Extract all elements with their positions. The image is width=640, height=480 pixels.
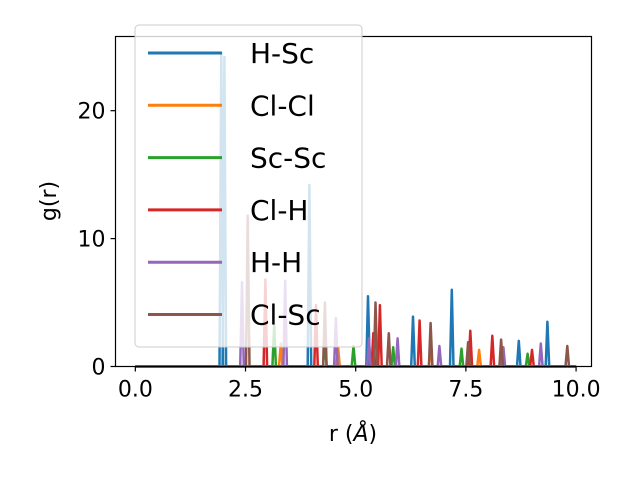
legend-label: Cl-H [250, 194, 309, 227]
legend-label: Cl-Cl [250, 89, 315, 122]
y-tick-label: 20 [78, 100, 106, 125]
x-axis: 0.0 2.5 5.0 7.5 10.0 [118, 366, 601, 403]
y-tick-label: 0 [92, 356, 106, 381]
y-tick-label: 10 [78, 228, 106, 253]
legend-label: Sc-Sc [250, 142, 326, 175]
x-axis-label: r (Å) [329, 420, 377, 447]
legend-label: Cl-Sc [250, 299, 321, 332]
legend-frame [134, 24, 363, 348]
x-tick-label: 2.5 [228, 378, 263, 403]
x-tick-label: 0.0 [118, 378, 153, 403]
x-tick-label: 10.0 [552, 378, 601, 403]
legend-label: H-H [250, 246, 302, 279]
x-tick-label: 5.0 [338, 378, 373, 403]
y-axis-label: g(r) [37, 181, 62, 221]
x-tick-label: 7.5 [448, 378, 483, 403]
y-axis: 0 10 20 [78, 100, 116, 381]
legend: H-Sc Cl-Cl Sc-Sc Cl-H H-H Cl-Sc [134, 24, 363, 348]
legend-label: H-Sc [250, 37, 314, 70]
